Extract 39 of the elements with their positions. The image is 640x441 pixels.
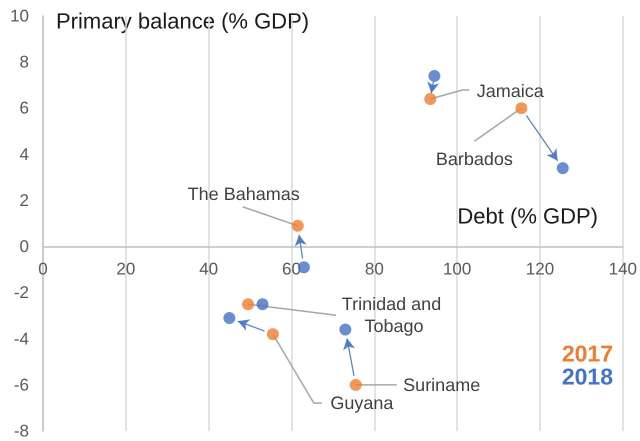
y-tick-label: -2 (14, 283, 29, 302)
annotation: The Bahamas (188, 184, 300, 204)
x-tick-label: 120 (526, 260, 554, 279)
y-axis-title: Primary balance (% GDP) (56, 8, 310, 34)
point (292, 220, 304, 232)
x-tick-label: 140 (608, 260, 638, 279)
annotation: Barbados (436, 149, 513, 170)
x-tick-label: 40 (199, 260, 218, 279)
text: 2018 (562, 364, 614, 390)
y-tick-label: 10 (10, 6, 29, 26)
y-tick-label: 4 (20, 144, 29, 164)
annotation: Guyana (330, 393, 394, 414)
annotation: Suriname (403, 374, 480, 395)
annotation: Jamaica (476, 81, 545, 101)
x-tick-label: 20 (116, 260, 136, 279)
x-tick-label: 80 (364, 260, 384, 279)
y-tick-label: 2 (20, 190, 29, 210)
y-tick-label: -8 (14, 422, 29, 440)
point (339, 324, 352, 336)
y-tick-label: 6 (20, 98, 29, 118)
x-axis-title: Debt (% GDP) (457, 204, 598, 228)
point (242, 298, 254, 310)
x-tick-label: 100 (442, 260, 472, 279)
point (424, 93, 436, 105)
point (256, 298, 269, 310)
point (223, 312, 236, 324)
point (266, 328, 279, 340)
point (515, 102, 528, 114)
point (350, 378, 362, 391)
x-tick-label: 0 (38, 260, 48, 279)
point (556, 162, 569, 174)
text: 2017 (562, 340, 614, 366)
y-tick-label: 8 (20, 52, 29, 72)
point (428, 70, 440, 82)
y-tick-label: -4 (14, 329, 29, 348)
y-tick-label: 0 (20, 237, 29, 256)
x-tick-label: 60 (282, 260, 301, 279)
y-tick-label: -6 (14, 375, 29, 394)
annotation: Trinidad and Tobago (342, 294, 446, 336)
